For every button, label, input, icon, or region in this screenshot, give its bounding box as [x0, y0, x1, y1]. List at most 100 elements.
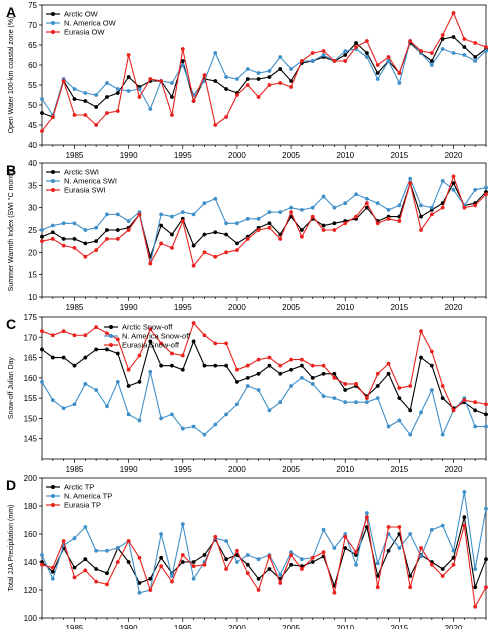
data-point — [473, 400, 478, 405]
data-point — [170, 579, 174, 584]
data-point — [300, 363, 304, 368]
data-point — [72, 87, 77, 91]
data-point — [40, 239, 44, 244]
y-tick-label: 50 — [28, 101, 37, 110]
data-point — [310, 382, 315, 386]
data-point — [332, 590, 337, 595]
data-point — [170, 113, 174, 117]
data-point — [473, 585, 478, 590]
data-point — [180, 426, 185, 431]
data-point — [137, 87, 142, 91]
data-point — [83, 557, 88, 562]
data-point — [429, 212, 434, 217]
data-point — [61, 355, 66, 360]
data-point — [126, 219, 131, 223]
data-point — [83, 99, 88, 103]
data-point — [375, 63, 380, 67]
data-point — [83, 113, 88, 117]
data-point — [462, 515, 467, 520]
legend-label: Arctic OW — [64, 10, 99, 19]
y-axis-label: Summer Warmth Index (SWI °C month) — [7, 169, 15, 292]
y-tick-label: 70 — [28, 21, 37, 30]
legend-label: Arctic Snow-off — [122, 323, 173, 332]
data-point — [105, 228, 109, 232]
data-point — [224, 250, 228, 255]
data-point — [256, 371, 261, 376]
data-point — [40, 97, 44, 101]
data-point — [300, 357, 304, 362]
data-point — [386, 55, 391, 59]
data-point — [159, 212, 164, 217]
data-point — [462, 53, 467, 57]
data-point — [245, 237, 250, 241]
data-point — [386, 548, 391, 553]
data-point — [40, 560, 44, 564]
data-point — [364, 51, 369, 55]
data-point — [148, 77, 153, 81]
data-point — [83, 228, 88, 232]
data-point — [105, 95, 109, 99]
data-point — [105, 237, 109, 241]
data-point — [267, 355, 272, 360]
data-point — [332, 371, 337, 376]
data-point — [148, 327, 153, 332]
data-point — [235, 77, 239, 81]
data-point — [473, 408, 478, 413]
x-tick-label: 2020 — [445, 303, 463, 312]
data-point — [256, 357, 261, 362]
data-point — [451, 181, 456, 186]
x-tick-label: 2000 — [228, 303, 246, 312]
data-point — [267, 567, 272, 571]
data-point — [224, 115, 228, 119]
data-point — [180, 63, 185, 67]
y-tick-label: 165 — [24, 354, 38, 363]
data-point — [191, 424, 196, 429]
data-point — [245, 562, 250, 567]
data-point — [300, 234, 304, 239]
data-point — [321, 394, 326, 399]
data-point — [148, 588, 153, 592]
data-point — [115, 560, 120, 564]
data-point — [256, 576, 261, 581]
data-point — [364, 55, 369, 59]
data-point — [235, 553, 239, 557]
data-point — [61, 406, 66, 411]
data-point — [83, 254, 88, 259]
data-point — [126, 412, 131, 417]
data-point — [267, 225, 272, 230]
data-point — [191, 99, 196, 103]
data-point — [180, 367, 185, 372]
data-point — [419, 546, 423, 550]
data-point — [484, 412, 488, 417]
data-point — [429, 205, 434, 210]
data-point — [408, 181, 413, 186]
data-point — [440, 384, 445, 388]
data-point — [50, 230, 55, 235]
data-point — [235, 93, 239, 97]
y-tick-label: 200 — [24, 474, 38, 483]
x-tick-label: 1985 — [66, 465, 84, 474]
data-point — [397, 418, 402, 423]
data-point — [267, 75, 272, 79]
data-point — [289, 357, 293, 362]
y-tick-label: 35 — [28, 181, 37, 190]
data-point — [451, 562, 456, 567]
data-point — [462, 45, 467, 49]
data-point — [408, 408, 413, 413]
x-tick-label: 2015 — [390, 303, 408, 312]
data-point — [451, 408, 456, 413]
data-point — [235, 560, 239, 564]
panel-letter: D — [6, 477, 16, 493]
data-point — [83, 355, 88, 360]
series-line — [41, 174, 487, 267]
data-point — [300, 59, 304, 63]
data-point — [397, 546, 402, 550]
x-tick-label: 1995 — [174, 151, 192, 160]
data-point — [94, 548, 99, 553]
y-axis-label: Open Water 100-km coastal zone (%) — [8, 17, 15, 134]
data-point — [72, 565, 77, 570]
legend-label: N. America OW — [64, 19, 117, 28]
